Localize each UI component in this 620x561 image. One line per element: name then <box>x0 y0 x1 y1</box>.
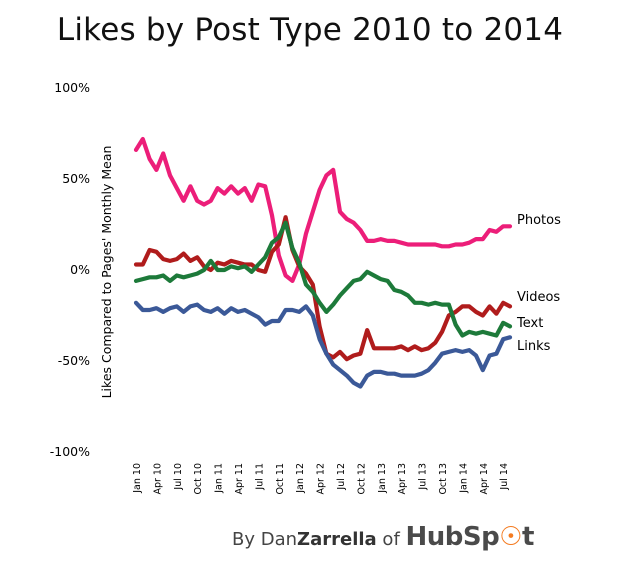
x-axis-ticks: Jan 10 Apr 10 Jul 10 Oct 10 Jan 11 Apr 11 Jul … <box>132 463 510 495</box>
x-tick-label: Apr 12 <box>316 463 327 495</box>
x-tick-label: Jan 13 <box>377 463 388 494</box>
hubspot-logo: HubSp☉t <box>405 522 535 552</box>
brand-part-b: Sp <box>462 522 500 552</box>
credit-author-first: Dan <box>260 529 298 550</box>
sprocket-icon: ☉ <box>499 522 523 552</box>
y-tick-label: 50% <box>62 171 90 186</box>
series-label-links: Links <box>517 339 551 354</box>
series-label-videos: Videos <box>517 290 560 305</box>
series-line-links <box>133 300 513 389</box>
x-tick-label: Jan 11 <box>214 463 225 494</box>
series-line-text <box>133 220 513 338</box>
series-label-text: Text <box>516 316 543 331</box>
credit-author-last: Zarrella <box>297 529 377 550</box>
y-tick-label: 100% <box>54 80 90 95</box>
x-tick-label: Oct 12 <box>356 463 367 495</box>
x-tick-label: Apr 14 <box>479 463 490 495</box>
x-tick-label: Jan 12 <box>295 463 306 494</box>
x-tick-label: Oct 11 <box>275 463 286 495</box>
series-label-photos: Photos <box>517 213 561 228</box>
x-tick-label: Apr 13 <box>397 463 408 495</box>
x-tick-label: Jul 13 <box>418 463 429 491</box>
brand-part-c: t <box>522 522 534 552</box>
y-tick-label: -50% <box>58 353 90 368</box>
attribution-credit: By DanZarrella of HubSp☉t <box>232 522 534 552</box>
y-axis-label: Likes Compared to Pages' Monthly Mean <box>99 146 114 399</box>
y-tick-label: 0% <box>70 262 90 277</box>
x-tick-label: Apr 10 <box>152 463 163 495</box>
x-tick-label: Jul 14 <box>499 463 510 491</box>
series-labels: Photos Videos Text Links <box>516 213 561 354</box>
x-tick-label: Apr 11 <box>234 463 245 495</box>
x-tick-label: Oct 13 <box>438 463 449 495</box>
y-axis-ticks: 100% 50% 0% -50% -100% <box>50 80 90 459</box>
series-line-photos <box>133 136 513 283</box>
credit-of: of <box>376 529 406 550</box>
series-lines <box>133 136 513 389</box>
chart-title: Likes by Post Type 2010 to 2014 <box>56 12 564 48</box>
x-tick-label: Jul 11 <box>254 463 265 491</box>
x-tick-label: Jul 12 <box>336 463 347 491</box>
x-tick-label: Jan 10 <box>132 463 143 494</box>
x-tick-label: Jul 10 <box>173 463 184 491</box>
brand-part-a: Hub <box>405 522 464 552</box>
series-line-videos <box>133 215 513 362</box>
x-tick-label: Oct 10 <box>193 463 204 495</box>
x-tick-label: Jan 14 <box>458 463 469 494</box>
y-tick-label: -100% <box>50 444 90 459</box>
credit-by: By <box>232 529 261 550</box>
